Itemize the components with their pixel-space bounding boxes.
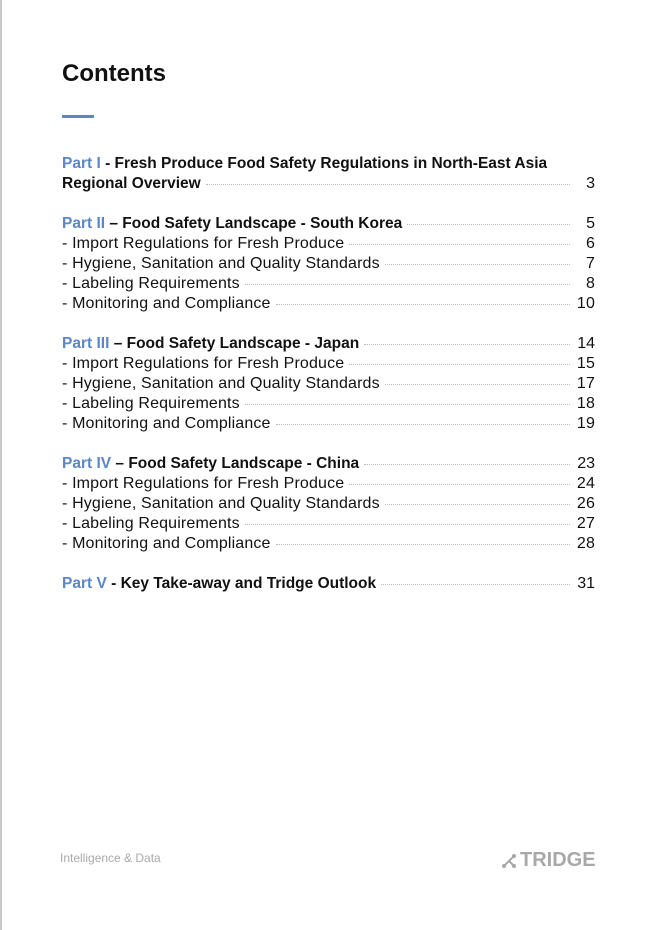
dot-leader xyxy=(384,504,570,505)
toc-entry[interactable]: - Monitoring and Compliance 10 xyxy=(62,294,595,314)
table-of-contents: Part I - Fresh Produce Food Safety Regul… xyxy=(62,154,595,614)
entry-title: - Monitoring and Compliance xyxy=(62,415,271,432)
title-accent-bar xyxy=(62,115,94,118)
page-number: 23 xyxy=(577,455,595,472)
entry-title: - Labeling Requirements xyxy=(62,275,240,292)
toc-section: Part II – Food Safety Landscape - South … xyxy=(62,214,595,314)
dot-leader xyxy=(384,264,570,265)
page-number: 26 xyxy=(576,495,595,512)
entry-title: - Fresh Produce Food Safety Regulations … xyxy=(100,155,548,172)
page-number: 27 xyxy=(576,515,595,532)
toc-section: Part IV – Food Safety Landscape - China 2… xyxy=(62,454,595,554)
entry-title: - Hygiene, Sanitation and Quality Standa… xyxy=(62,375,380,392)
toc-part-heading[interactable]: Part I - Fresh Produce Food Safety Regul… xyxy=(62,154,595,174)
entry-title: - Monitoring and Compliance xyxy=(62,295,271,312)
dot-leader xyxy=(275,304,570,305)
toc-part-heading[interactable]: Part IV – Food Safety Landscape - China 2… xyxy=(62,454,595,474)
toc-part-heading[interactable]: Part III – Food Safety Landscape - Japan… xyxy=(62,334,595,354)
part-label: Part I xyxy=(62,155,101,172)
toc-entry[interactable]: - Hygiene, Sanitation and Quality Standa… xyxy=(62,494,595,514)
part-label: Part III xyxy=(62,335,110,352)
page-number: 31 xyxy=(577,575,595,592)
toc-entry[interactable]: - Hygiene, Sanitation and Quality Standa… xyxy=(62,374,595,394)
toc-part-heading[interactable]: Regional Overview 3 xyxy=(62,174,595,194)
page-number: 14 xyxy=(577,335,595,352)
toc-entry[interactable]: - Labeling Requirements 8 xyxy=(62,274,595,294)
toc-entry[interactable]: - Import Regulations for Fresh Produce 15 xyxy=(62,354,595,374)
page-number: 3 xyxy=(586,175,595,192)
toc-section: Part I - Fresh Produce Food Safety Regul… xyxy=(62,154,595,194)
toc-entry[interactable]: - Import Regulations for Fresh Produce 24 xyxy=(62,474,595,494)
toc-section: Part III – Food Safety Landscape - Japan… xyxy=(62,334,595,434)
dot-leader xyxy=(364,344,570,345)
page-title: Contents xyxy=(62,60,166,87)
page-number: 10 xyxy=(576,295,595,312)
entry-title: - Import Regulations for Fresh Produce xyxy=(62,355,345,372)
dot-leader xyxy=(364,464,570,465)
logo-text: TRIDGE xyxy=(520,849,596,871)
page-number: 8 xyxy=(585,275,595,292)
footer-tagline: Intelligence & Data xyxy=(60,851,161,865)
page-number: 19 xyxy=(576,415,595,432)
dot-leader xyxy=(349,484,570,485)
toc-entry[interactable]: - Monitoring and Compliance 28 xyxy=(62,534,595,554)
entry-title: - Labeling Requirements xyxy=(62,515,240,532)
dot-leader xyxy=(275,424,570,425)
entry-title: – Food Safety Landscape - China xyxy=(111,455,360,472)
dot-leader xyxy=(381,584,570,585)
dot-leader xyxy=(384,384,570,385)
toc-entry[interactable]: - Hygiene, Sanitation and Quality Standa… xyxy=(62,254,595,274)
toc-entry[interactable]: - Monitoring and Compliance 19 xyxy=(62,414,595,434)
dot-leader xyxy=(244,404,570,405)
entry-title: - Hygiene, Sanitation and Quality Standa… xyxy=(62,495,380,512)
dot-leader xyxy=(275,544,570,545)
page-number: 7 xyxy=(585,255,595,272)
toc-entry[interactable]: - Labeling Requirements 18 xyxy=(62,394,595,414)
network-node-icon xyxy=(502,853,516,868)
entry-title: Regional Overview xyxy=(62,175,201,192)
entry-title: - Import Regulations for Fresh Produce xyxy=(62,475,345,492)
page-number: 18 xyxy=(576,395,595,412)
dot-leader xyxy=(349,244,570,245)
part-label: Part V xyxy=(62,575,107,592)
entry-title: - Import Regulations for Fresh Produce xyxy=(62,235,345,252)
dot-leader xyxy=(244,284,570,285)
page-number: 15 xyxy=(576,355,595,372)
page-number: 6 xyxy=(585,235,595,252)
tridge-logo: TRIDGE xyxy=(501,849,596,872)
dot-leader xyxy=(244,524,570,525)
dot-leader xyxy=(349,364,570,365)
entry-title: - Monitoring and Compliance xyxy=(62,535,271,552)
dot-leader xyxy=(205,184,570,185)
page-edge xyxy=(0,0,2,930)
entry-title: – Food Safety Landscape - South Korea xyxy=(105,215,403,232)
part-label: Part II xyxy=(62,215,106,232)
entry-title: - Key Take-away and Tridge Outlook xyxy=(106,575,377,592)
page-number: 5 xyxy=(586,215,595,232)
toc-entry[interactable]: - Import Regulations for Fresh Produce 6 xyxy=(62,234,595,254)
page-number: 24 xyxy=(576,475,595,492)
toc-part-heading[interactable]: Part II – Food Safety Landscape - South … xyxy=(62,214,595,234)
part-label: Part IV xyxy=(62,455,112,472)
toc-section: Part V - Key Take-away and Tridge Outloo… xyxy=(62,574,595,594)
entry-title: - Labeling Requirements xyxy=(62,395,240,412)
toc-entry[interactable]: - Labeling Requirements 27 xyxy=(62,514,595,534)
toc-part-heading[interactable]: Part V - Key Take-away and Tridge Outloo… xyxy=(62,574,595,594)
entry-title: – Food Safety Landscape - Japan xyxy=(109,335,360,352)
entry-title: - Hygiene, Sanitation and Quality Standa… xyxy=(62,255,380,272)
page-number: 17 xyxy=(576,375,595,392)
dot-leader xyxy=(407,224,570,225)
page-number: 28 xyxy=(576,535,595,552)
